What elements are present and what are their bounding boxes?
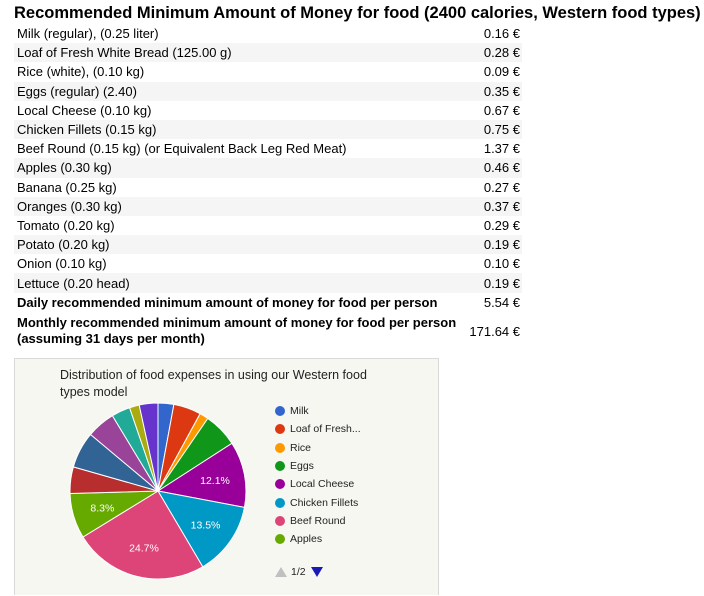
legend-label: Apples xyxy=(290,533,323,546)
legend-label: Loaf of Fresh... xyxy=(290,423,361,436)
item-price: 0.67 € xyxy=(483,102,520,118)
legend-item[interactable]: Eggs xyxy=(275,457,361,475)
pie-chart-panel: Distribution of food expenses in using o… xyxy=(14,358,439,595)
legend-swatch-icon xyxy=(275,442,285,453)
item-price: 1.37 € xyxy=(483,141,520,157)
table-row: Oranges (0.30 kg) 0.37 € xyxy=(14,196,522,216)
item-name: Eggs (regular) (2.40) xyxy=(17,83,137,99)
slice-percent-label: 12.1% xyxy=(200,475,230,487)
table-row: Tomato (0.20 kg) 0.29 € xyxy=(14,216,522,235)
item-name: Potato (0.20 kg) xyxy=(17,237,110,253)
item-price: 0.16 € xyxy=(483,26,520,42)
pie-slice-beef-round[interactable] xyxy=(82,490,204,580)
item-price: 0.37 € xyxy=(483,198,520,214)
item-name: Local Cheese (0.10 kg) xyxy=(17,102,152,118)
item-name: Oranges (0.30 kg) xyxy=(17,198,122,214)
item-price: 0.10 € xyxy=(483,256,520,272)
legend-label: Milk xyxy=(290,405,309,418)
pie-slice-local-cheese[interactable] xyxy=(156,442,247,508)
table-row: Loaf of Fresh White Bread (125.00 g) 0.28… xyxy=(14,43,522,63)
pie-slice-chicken-fillets[interactable] xyxy=(157,490,246,568)
legend-swatch-icon xyxy=(275,497,285,508)
legend-prev-icon xyxy=(275,567,287,577)
item-name: Beef Round (0.15 kg) (or Equivalent Back… xyxy=(17,141,347,157)
daily-total-value: 5.54 € xyxy=(483,294,520,310)
legend-item[interactable]: Apples xyxy=(275,530,361,548)
item-price: 0.46 € xyxy=(483,160,520,176)
legend-item[interactable]: Loaf of Fresh... xyxy=(275,420,361,438)
pie-chart: 12.1% 13.5% 24.7% 8.3% xyxy=(69,402,247,580)
table-row: Local Cheese (0.10 kg) 0.67 € xyxy=(14,101,522,120)
table-row: Banana (0.25 kg) 0.27 € xyxy=(14,178,522,197)
monthly-total-value: 171.64 € xyxy=(469,323,520,339)
legend-label: Chicken Fillets xyxy=(290,496,359,509)
legend-label: Eggs xyxy=(290,460,314,473)
legend-item[interactable]: Chicken Fillets xyxy=(275,493,361,511)
item-price: 0.27 € xyxy=(483,179,520,195)
table-row: Apples (0.30 kg) 0.46 € xyxy=(14,158,522,178)
table-row: Beef Round (0.15 kg) (or Equivalent Back… xyxy=(14,139,522,158)
legend-swatch-icon xyxy=(275,424,285,435)
table-row: Potato (0.20 kg) 0.19 € xyxy=(14,235,522,255)
table-row: Chicken Fillets (0.15 kg) 0.75 € xyxy=(14,119,522,140)
legend-pager: 1/2 xyxy=(275,566,323,578)
legend-swatch-icon xyxy=(275,515,285,526)
slice-percent-label: 13.5% xyxy=(191,519,221,531)
legend-item[interactable]: Local Cheese xyxy=(275,475,361,493)
table-row: Lettuce (0.20 head) 0.19 € xyxy=(14,273,522,293)
monthly-total-label: Monthly recommended minimum amount of mo… xyxy=(17,315,457,346)
item-price: 0.19 € xyxy=(483,275,520,291)
legend-label: Local Cheese xyxy=(290,478,355,491)
item-name: Apples (0.30 kg) xyxy=(17,160,112,176)
item-price: 0.28 € xyxy=(483,45,520,61)
legend-swatch-icon xyxy=(275,479,285,490)
legend-item[interactable]: Milk xyxy=(275,402,361,420)
legend-label: Rice xyxy=(290,441,312,454)
item-name: Banana (0.25 kg) xyxy=(17,179,117,195)
item-name: Rice (white), (0.10 kg) xyxy=(17,64,145,80)
legend-page-indicator: 1/2 xyxy=(291,566,306,578)
item-price: 0.29 € xyxy=(483,217,520,233)
item-price: 0.75 € xyxy=(483,122,520,138)
table-row: Milk (regular), (0.25 liter) 0.16 € xyxy=(14,24,522,43)
chart-legend: Milk Loaf of Fresh... Rice Eggs Local Cheese… xyxy=(275,402,361,548)
item-name: Onion (0.10 kg) xyxy=(17,256,107,272)
legend-swatch-icon xyxy=(275,534,285,545)
item-price: 0.19 € xyxy=(483,237,520,253)
legend-next-icon[interactable] xyxy=(310,567,323,577)
legend-item[interactable]: Rice xyxy=(275,439,361,457)
legend-swatch-icon xyxy=(275,406,285,417)
slice-percent-label: 8.3% xyxy=(90,503,114,515)
monthly-total-row: Monthly recommended minimum amount of mo… xyxy=(14,315,522,347)
item-price: 0.09 € xyxy=(483,64,520,80)
chart-title: Distribution of food expenses in using o… xyxy=(60,368,367,399)
table-row: Eggs (regular) (2.40) 0.35 € xyxy=(14,81,522,101)
legend-item[interactable]: Beef Round xyxy=(275,512,361,530)
price-table: Milk (regular), (0.25 liter) 0.16 € Loaf o… xyxy=(14,24,522,312)
item-price: 0.35 € xyxy=(483,83,520,99)
daily-total-label: Daily recommended minimum amount of mone… xyxy=(17,294,438,310)
item-name: Chicken Fillets (0.15 kg) xyxy=(17,122,157,138)
legend-label: Beef Round xyxy=(290,514,346,527)
table-row: Rice (white), (0.10 kg) 0.09 € xyxy=(14,62,522,81)
item-name: Milk (regular), (0.25 liter) xyxy=(17,26,159,42)
item-name: Loaf of Fresh White Bread (125.00 g) xyxy=(17,45,232,61)
page-title: Recommended Minimum Amount of Money for … xyxy=(14,4,701,22)
item-name: Tomato (0.20 kg) xyxy=(17,217,115,233)
pie-slice-lettuce[interactable] xyxy=(138,402,159,492)
legend-swatch-icon xyxy=(275,461,285,472)
slice-percent-label: 24.7% xyxy=(129,542,159,554)
daily-total-row: Daily recommended minimum amount of mone… xyxy=(14,293,522,312)
table-row: Onion (0.10 kg) 0.10 € xyxy=(14,254,522,273)
item-name: Lettuce (0.20 head) xyxy=(17,275,130,291)
